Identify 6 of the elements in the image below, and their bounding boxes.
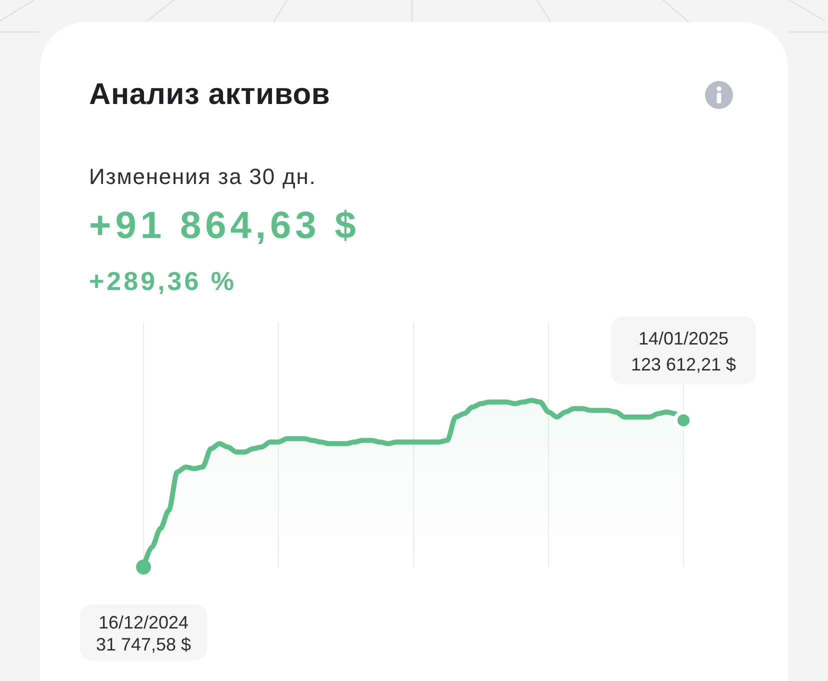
annotation: 16/12/2024 31 747,58 $ bbox=[96, 612, 192, 654]
chart-title: Анализ активов bbox=[89, 78, 330, 112]
text: +91 864,63 $ bbox=[89, 205, 360, 249]
text: +289,36 % bbox=[89, 266, 237, 297]
chart-subtitle: Изменения за 30 дн. bbox=[89, 164, 316, 190]
annotation: 14/01/2025 123 612,21 $ bbox=[630, 328, 736, 374]
